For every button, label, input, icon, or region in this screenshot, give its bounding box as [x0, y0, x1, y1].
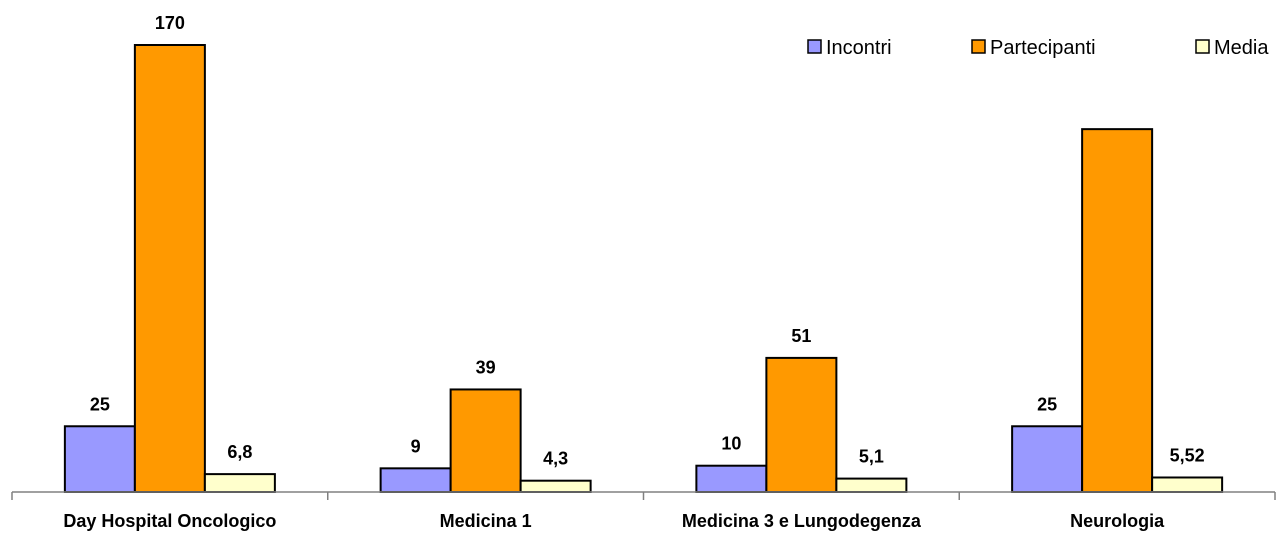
- value-label-incontri-3: 10: [721, 434, 741, 454]
- legend-swatch-incontri: [807, 39, 822, 54]
- bar-incontri-2: [379, 467, 452, 494]
- legend: Incontri Partecipanti Media: [807, 37, 1269, 59]
- bar-media-1: [203, 473, 276, 493]
- bar-partecipanti-4: [1081, 128, 1154, 493]
- bar-partecipanti-3: [765, 356, 838, 493]
- category-label-3: Medicina 3 e Lungodegenza: [682, 511, 922, 531]
- bar-media-2: [519, 479, 592, 494]
- legend-label-partecipanti: Partecipanti: [990, 37, 1096, 59]
- bar-media-4: [1151, 476, 1224, 494]
- bar-incontri-1: [63, 425, 136, 493]
- value-label-media-2: 4,3: [543, 449, 568, 469]
- value-label-media-1: 6,8: [227, 442, 252, 462]
- bar-incontri-4: [1011, 425, 1084, 493]
- legend-label-media: Media: [1214, 37, 1269, 59]
- bar-incontri-3: [695, 464, 768, 493]
- legend-label-incontri: Incontri: [826, 37, 892, 59]
- category-label-4: Neurologia: [1070, 511, 1165, 531]
- value-label-media-3: 5,1: [859, 447, 884, 467]
- legend-swatch-media: [1195, 39, 1210, 54]
- bar-partecipanti-1: [133, 44, 206, 493]
- value-label-incontri-1: 25: [90, 394, 110, 414]
- bar-media-3: [835, 477, 908, 493]
- value-label-media-4: 5,52: [1170, 445, 1205, 465]
- value-labels-group: 25 170 6,8 9 39 4,3 10 51 5,1 25 5,52: [90, 13, 1205, 469]
- value-label-incontri-4: 25: [1037, 394, 1057, 414]
- legend-swatch-partecipanti: [971, 39, 986, 54]
- category-labels-group: Day Hospital Oncologico Medicina 1 Medicin…: [63, 511, 1165, 531]
- x-axis: [11, 491, 1276, 500]
- bars-group: [63, 44, 1224, 494]
- value-label-partecipanti-1: 170: [155, 13, 185, 33]
- value-label-incontri-2: 9: [411, 436, 421, 456]
- value-label-partecipanti-2: 39: [476, 357, 496, 377]
- bar-partecipanti-2: [449, 388, 522, 493]
- category-label-1: Day Hospital Oncologico: [63, 511, 276, 531]
- category-label-2: Medicina 1: [440, 511, 532, 531]
- value-label-partecipanti-3: 51: [791, 326, 811, 346]
